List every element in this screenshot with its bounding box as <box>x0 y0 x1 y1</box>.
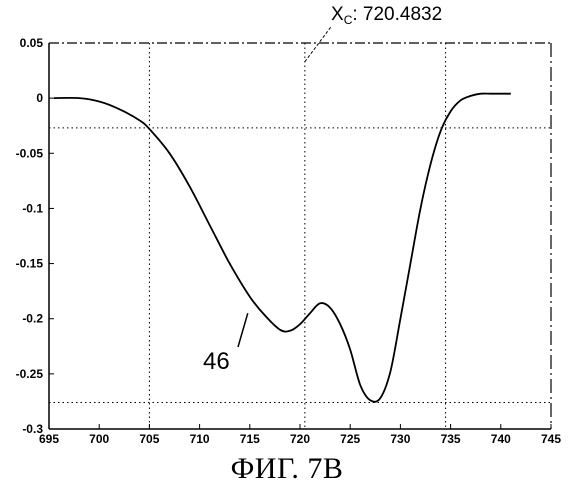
y-tick-label: -0.1 <box>22 201 43 215</box>
xc-annotation-main: X <box>331 4 344 25</box>
x-tick-label: 725 <box>340 432 360 445</box>
y-axis-ticks: 0.05 0 -0.05 -0.1 -0.15 -0.2 -0.25 -0.3 <box>16 36 54 436</box>
x-tick-label: 700 <box>89 432 109 445</box>
y-tick-label: -0.2 <box>22 312 43 326</box>
series-group <box>54 94 511 402</box>
x-tick-label: 710 <box>190 432 210 445</box>
x-tick-label: 745 <box>541 432 561 445</box>
chart: 695700705710715720725730735740745 0.050-… <box>0 0 574 445</box>
figure-caption: ФИГ. 7B <box>0 452 574 486</box>
xc-leader-line <box>305 27 331 62</box>
y-tick-label: -0.3 <box>22 422 43 436</box>
x-tick-label: 740 <box>491 432 511 445</box>
x-tick-label: 705 <box>139 432 159 445</box>
y-tick-label: 0.05 <box>20 36 44 50</box>
axes-frame <box>49 43 551 429</box>
x-tick-label: 730 <box>390 432 410 445</box>
x-tick-label: 720 <box>290 432 310 445</box>
y-tick-label: -0.05 <box>16 146 44 160</box>
series-line-1 <box>54 94 511 402</box>
annotations: XC: 720.4832 46 <box>203 4 442 375</box>
y-tick-label: -0.15 <box>16 257 44 271</box>
x-axis-ticks: 695700705710715720725730735740745 <box>39 424 561 445</box>
xc-annotation-subscript: C <box>344 13 353 27</box>
xc-annotation: XC: 720.4832 <box>331 4 442 27</box>
y-tick-label: 0 <box>36 91 43 105</box>
curve-label-46: 46 <box>203 348 230 375</box>
x-tick-label: 715 <box>240 432 260 445</box>
x-tick-label: 735 <box>441 432 461 445</box>
xc-annotation-value: : 720.4832 <box>352 4 442 25</box>
y-tick-label: -0.25 <box>16 367 44 381</box>
reference-lines <box>49 43 551 429</box>
curve-leader-line <box>238 313 248 347</box>
